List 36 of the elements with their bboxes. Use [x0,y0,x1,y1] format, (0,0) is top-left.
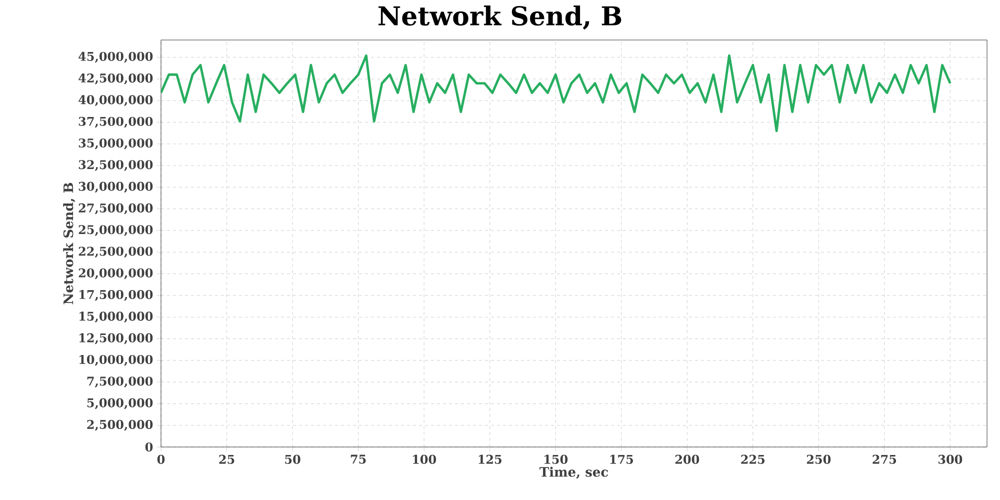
y-tick-label: 40,000,000 [78,95,153,106]
y-tick-label: 30,000,000 [78,182,153,193]
y-tick-label: 0 [145,442,153,452]
y-tick-label: 2,500,000 [87,420,153,431]
y-tick-label: 20,000,000 [78,268,153,280]
y-tick-label: 27,500,000 [78,203,153,214]
x-tick-label: 25 [219,454,234,464]
x-axis-title: Time, sec [540,466,608,479]
x-tick-label: 200 [675,454,700,464]
y-tick-label: 35,000,000 [78,138,153,150]
chart-title: Network Send, B [378,6,622,30]
y-tick-label: 37,500,000 [78,116,153,128]
x-tick-label: 225 [741,454,765,464]
x-tick-label: 300 [938,454,962,464]
line-series [161,54,952,132]
y-tick-label: 10,000,000 [80,354,153,366]
y-axis-title: Network Send, B [63,182,76,304]
x-tick-label: 275 [872,454,896,464]
x-tick-label: 0 [157,454,165,464]
x-tick-label: 50 [285,454,300,464]
x-tick-label: 100 [412,454,436,464]
y-tick-label: 45,000,000 [78,52,153,63]
x-tick-label: 75 [350,454,366,464]
x-tick-label: 250 [806,454,831,464]
y-tick-label: 5,000,000 [87,398,153,410]
x-tick-label: 150 [544,454,568,464]
y-tick-label: 25,000,000 [78,225,153,236]
y-tick-label: 22,500,000 [78,246,153,258]
y-tick-label: 12,500,000 [80,333,153,344]
y-tick-label: 42,500,000 [78,74,153,84]
x-tick-label: 125 [478,454,502,464]
x-tick-label: 175 [610,454,633,464]
y-tick-label: 32,500,000 [78,160,153,171]
y-tick-label: 17,500,000 [80,290,153,301]
y-tick-label: 15,000,000 [80,312,153,323]
y-tick-label: 7,500,000 [87,376,153,388]
